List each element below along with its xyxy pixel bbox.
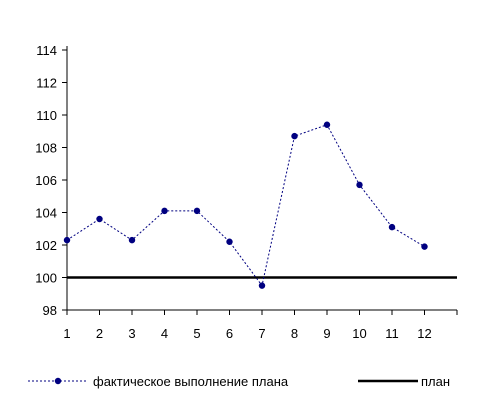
data-point-actual	[193, 207, 201, 215]
x-tick-label: 8	[291, 326, 298, 341]
data-point-actual	[356, 181, 363, 189]
y-tick-label: 102	[35, 238, 57, 253]
legend: фактическое выполнение плана план	[28, 374, 450, 389]
y-tick-label: 114	[36, 43, 57, 58]
legend-marker-dot-actual	[54, 377, 62, 385]
x-tick-label: 7	[258, 326, 265, 341]
series-layer	[63, 121, 457, 289]
data-point-actual	[226, 238, 233, 245]
y-tick-label: 104	[35, 206, 57, 221]
data-point-actual	[388, 223, 396, 231]
y-tick-label: 112	[36, 76, 57, 91]
data-point-actual	[96, 215, 103, 223]
y-tick-label: 106	[35, 173, 57, 188]
x-tick-label: 6	[226, 326, 233, 341]
x-tick-label: 4	[161, 326, 168, 341]
x-tick-label: 5	[193, 326, 200, 341]
x-tick-label: 10	[352, 326, 366, 341]
x-tick-label: 11	[385, 326, 399, 341]
x-tick-label: 3	[128, 326, 135, 341]
x-tick-label: 9	[323, 326, 330, 341]
y-tick-label: 108	[35, 141, 57, 156]
data-point-actual	[421, 243, 428, 250]
y-tick-label: 98	[43, 303, 57, 318]
legend-label-actual: фактическое выполнение плана	[93, 374, 289, 389]
x-tick-label: 1	[63, 326, 70, 341]
data-point-actual	[128, 236, 136, 244]
data-point-actual	[291, 132, 298, 140]
data-point-actual	[161, 207, 168, 215]
x-tick-label: 2	[96, 326, 103, 341]
legend-label-plan: план	[421, 374, 450, 389]
series-actual-line	[66, 124, 425, 287]
data-point-actual	[323, 121, 331, 128]
data-point-actual	[258, 282, 266, 289]
y-tick-label: 110	[36, 108, 57, 123]
x-tick-label: 12	[417, 326, 431, 341]
y-tick-label: 100	[35, 271, 57, 286]
data-point-actual	[63, 236, 71, 244]
